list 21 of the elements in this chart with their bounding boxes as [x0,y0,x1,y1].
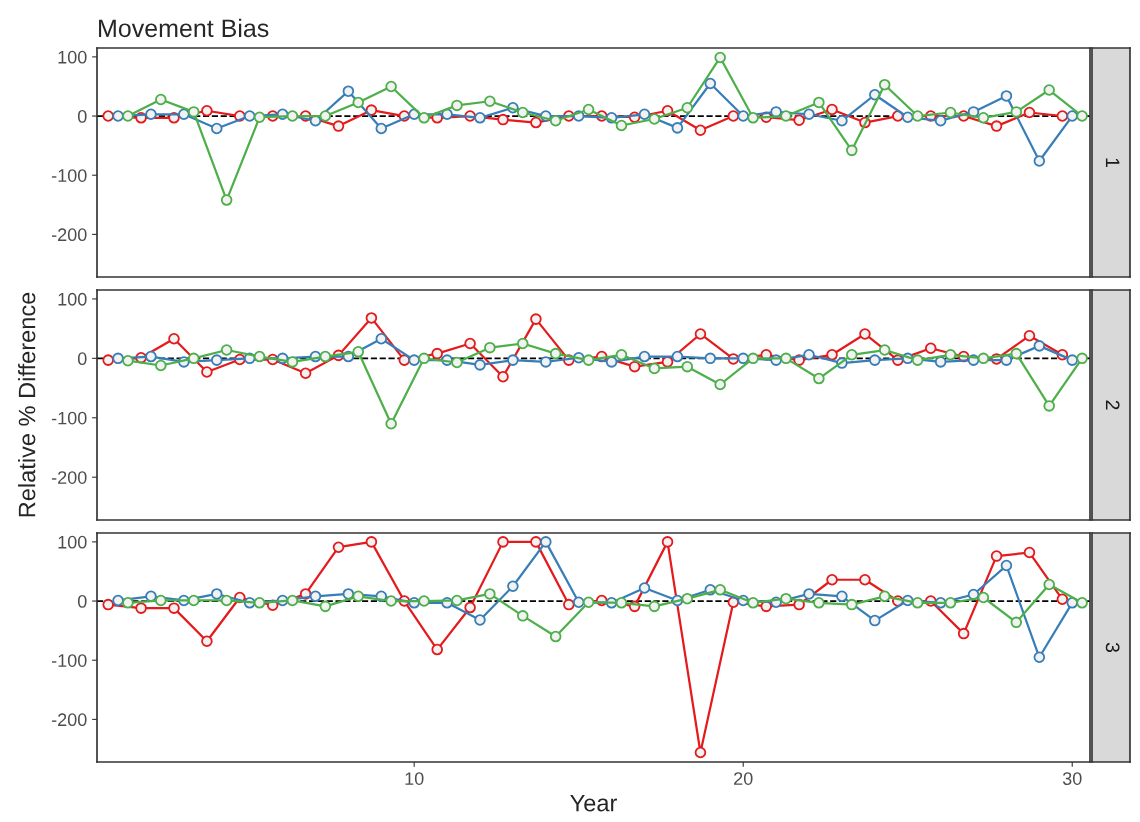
y-tick-label: -100 [51,654,87,667]
x-axis-title: Year [570,794,617,812]
y-tick-label: 0 [77,594,87,608]
y-tick-label: -200 [51,471,87,484]
y-tick-label: -100 [51,169,87,182]
y-axis-title: Relative % Difference [18,292,36,517]
text: 1 [1105,158,1120,167]
y-tick-label: 100 [58,50,87,64]
x-tick-label: 30 [1062,772,1082,785]
y-tick-label: 100 [58,292,87,306]
y-tick-label: -200 [51,713,87,727]
y-tick-label: 100 [58,535,87,549]
x-tick-label: 20 [734,772,753,785]
y-tick-label: 0 [77,352,87,366]
text: 3 [1105,642,1120,653]
y-tick-label: 0 [77,109,87,123]
y-tick-label: -200 [51,228,87,242]
y-tick-label: -100 [51,411,87,425]
x-tick-label: 10 [405,772,424,785]
text: 2 [1105,400,1120,410]
chart-title: Movement Bias [99,18,269,38]
